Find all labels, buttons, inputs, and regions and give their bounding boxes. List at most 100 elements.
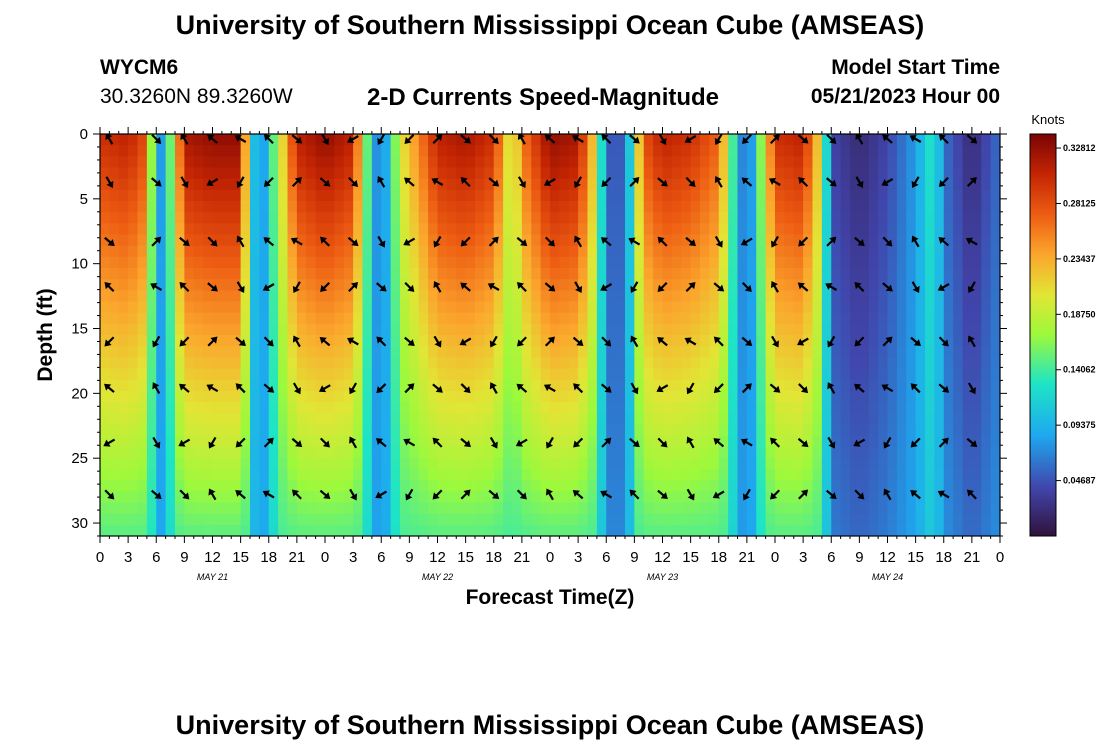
- heatmap-cell: [709, 513, 720, 526]
- heatmap-cell: [878, 513, 889, 526]
- current-arrow: [769, 383, 781, 393]
- heatmap-cell: [840, 189, 851, 202]
- heatmap-cell: [746, 245, 757, 258]
- current-arrow: [377, 235, 386, 248]
- heatmap-cell: [971, 145, 982, 157]
- heatmap-cell: [887, 178, 898, 191]
- heatmap-cell: [362, 156, 373, 169]
- heatmap-cell: [990, 212, 1000, 224]
- heatmap-cell: [240, 223, 251, 236]
- heatmap-cell: [981, 413, 992, 425]
- heatmap-cell: [850, 256, 860, 269]
- heatmap-cell: [803, 335, 814, 347]
- heatmap-cell: [831, 480, 842, 492]
- heatmap-cell: [315, 502, 326, 515]
- heatmap-cell: [418, 301, 429, 314]
- heatmap-cell: [962, 201, 973, 213]
- heatmap-cell: [334, 301, 345, 314]
- heatmap-cell: [418, 446, 429, 459]
- heatmap-cell: [878, 279, 889, 291]
- heatmap-cell: [981, 279, 992, 291]
- heatmap-cell: [559, 134, 570, 146]
- heatmap-cell: [859, 290, 870, 303]
- heatmap-cell: [231, 212, 242, 224]
- heatmap-cell: [400, 502, 410, 515]
- heatmap-cell: [315, 424, 326, 437]
- heatmap-cell: [653, 212, 664, 224]
- heatmap-cell: [325, 346, 335, 358]
- heatmap-cell: [418, 357, 429, 370]
- heatmap-cell: [381, 424, 392, 437]
- heatmap-cell: [681, 290, 692, 303]
- current-arrow: [797, 134, 809, 144]
- heatmap-cell: [962, 167, 973, 180]
- heatmap-cell: [906, 513, 917, 526]
- heatmap-cell: [606, 357, 617, 370]
- heatmap-cell: [653, 446, 664, 459]
- heatmap-cell: [484, 223, 495, 236]
- heatmap-cell: [193, 189, 204, 202]
- heatmap-cell: [906, 335, 917, 347]
- heatmap-cell: [971, 402, 982, 414]
- heatmap-cell: [512, 435, 523, 448]
- heatmap-cell: [653, 513, 664, 526]
- heatmap-cell: [578, 346, 589, 358]
- heatmap-cell: [184, 368, 195, 381]
- heatmap-cell: [606, 524, 617, 536]
- heatmap-cell: [587, 390, 598, 403]
- heatmap-cell: [653, 189, 664, 202]
- heatmap-cell: [343, 312, 354, 325]
- heatmap-cell: [250, 335, 260, 347]
- heatmap-cell: [643, 234, 654, 247]
- heatmap-cell: [240, 312, 251, 325]
- heatmap-cell: [362, 201, 373, 213]
- heatmap-cell: [493, 301, 504, 314]
- heatmap-cell: [250, 491, 260, 504]
- heatmap-cell: [596, 357, 607, 370]
- heatmap-cell: [821, 402, 832, 414]
- heatmap-cell: [268, 234, 279, 247]
- heatmap-cell: [728, 480, 739, 492]
- heatmap-cell: [681, 212, 692, 224]
- heatmap-cell: [662, 223, 673, 236]
- heatmap-cell: [390, 513, 401, 526]
- heatmap-cell: [428, 524, 439, 536]
- heatmap-cell: [568, 357, 579, 370]
- heatmap-cell: [503, 357, 514, 370]
- y-tick-label: 5: [80, 191, 88, 208]
- heatmap-cell: [128, 357, 139, 370]
- heatmap-cell: [953, 256, 964, 269]
- heatmap-cell: [568, 279, 579, 291]
- heatmap-cell: [990, 134, 1000, 146]
- current-arrow: [104, 282, 115, 293]
- heatmap-cell: [203, 134, 214, 146]
- heatmap-cell: [287, 457, 298, 470]
- heatmap-cell: [353, 178, 364, 191]
- heatmap-cell: [165, 402, 176, 414]
- heatmap-cell: [268, 368, 279, 381]
- heatmap-cell: [137, 167, 148, 180]
- heatmap-cell: [906, 312, 917, 325]
- heatmap-cell: [878, 134, 889, 146]
- heatmap-cell: [971, 301, 982, 314]
- heatmap-cell: [306, 390, 317, 403]
- heatmap-cell: [831, 402, 842, 414]
- heatmap-cell: [109, 167, 120, 180]
- heatmap-cell: [296, 268, 307, 280]
- heatmap-cell: [953, 279, 964, 291]
- heatmap-cell: [559, 524, 570, 536]
- heatmap-cell: [653, 480, 664, 492]
- heatmap-cell: [625, 323, 635, 336]
- heatmap-cell: [634, 379, 645, 392]
- heatmap-cell: [446, 189, 457, 202]
- heatmap-cell: [784, 480, 795, 492]
- heatmap-cell: [118, 424, 129, 437]
- heatmap-cell: [793, 234, 804, 247]
- current-arrow: [432, 134, 443, 145]
- heatmap-cell: [400, 357, 410, 370]
- heatmap-cell: [353, 335, 364, 347]
- heatmap-cell: [709, 346, 720, 358]
- heatmap-cell: [868, 234, 879, 247]
- heatmap-cell: [671, 223, 682, 236]
- heatmap-cell: [203, 368, 214, 381]
